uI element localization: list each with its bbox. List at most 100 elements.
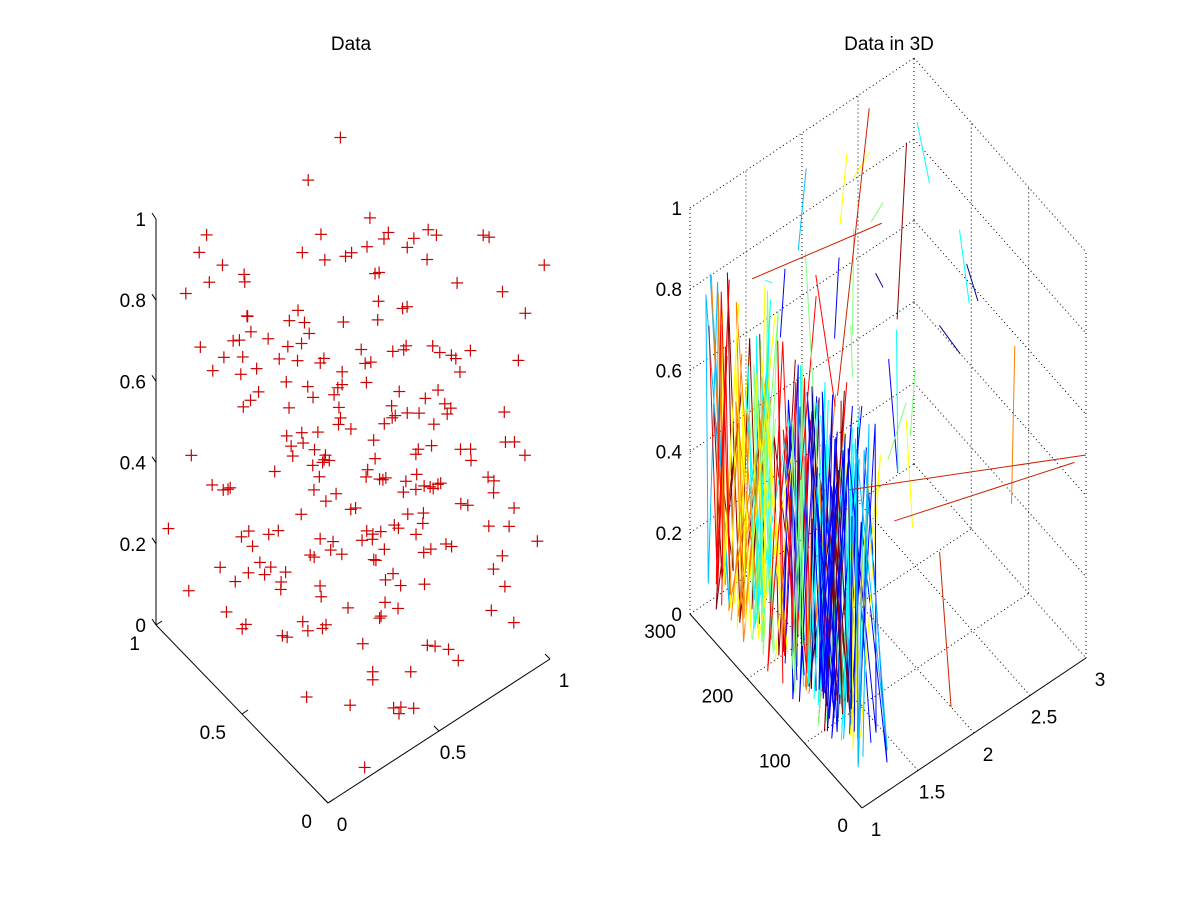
x-tick-label: 2.5 — [1031, 708, 1057, 729]
scatter-point — [410, 468, 423, 481]
scatter-point — [233, 334, 246, 347]
scatter-point — [315, 590, 328, 603]
scatter-point — [485, 604, 498, 617]
x-tick — [433, 725, 440, 732]
scatter-point — [416, 517, 429, 530]
scatter-point — [313, 470, 326, 483]
scatter-point — [429, 640, 442, 653]
scatter-point — [250, 362, 263, 375]
scatter-point — [371, 313, 384, 326]
scatter-point — [237, 400, 250, 413]
z-tick-label: 0.8 — [656, 280, 682, 301]
scatter-point — [246, 540, 259, 553]
scatter-point — [401, 508, 414, 521]
scatter-point — [335, 548, 348, 561]
scatter-point — [392, 602, 405, 615]
scatter-point — [206, 364, 219, 377]
y-tick-label: 0 — [837, 816, 848, 837]
lines3d-axis-lines — [689, 613, 1087, 809]
x-axis-line — [861, 657, 1087, 809]
scatter-point — [334, 131, 347, 144]
scatter-point — [454, 497, 467, 510]
series-line — [834, 257, 840, 339]
scatter-point — [314, 532, 327, 545]
scatter-point — [274, 583, 287, 596]
z-tick-label: 0.6 — [120, 372, 146, 393]
scatter-point — [236, 622, 249, 635]
scatter-point — [224, 481, 237, 494]
x-tick — [544, 653, 551, 660]
scatter-point — [258, 568, 271, 581]
scatter-point — [465, 454, 478, 467]
lines3d-tick-labels: 0 0.2 0.4 0.6 0.8 1 1 1.5 2 2.5 3 0 100 200 300 — [644, 199, 1105, 841]
series-line — [836, 108, 870, 396]
scatter-point — [387, 567, 400, 580]
scatter-point — [303, 327, 316, 340]
scatter-point — [461, 499, 474, 512]
scatter-point — [337, 315, 350, 328]
scatter-point — [508, 435, 521, 448]
y-tick — [241, 709, 249, 715]
scatter-point — [360, 470, 373, 483]
series-line — [740, 314, 776, 636]
scatter-point — [291, 354, 304, 367]
scatter-point — [360, 524, 373, 537]
x-tick-label: 0.5 — [440, 743, 466, 764]
scatter-point — [298, 316, 311, 329]
scatter-point — [235, 530, 248, 543]
scatter-point — [401, 406, 414, 419]
scatter-point — [356, 637, 369, 650]
scatter-point — [377, 232, 390, 245]
scatter-point — [344, 699, 357, 712]
scatter-point — [344, 422, 357, 435]
scatter-point — [449, 352, 462, 365]
series-line — [765, 279, 773, 284]
scatter-point — [496, 285, 509, 298]
grid-line — [913, 301, 1087, 496]
scatter-point — [531, 535, 544, 548]
scatter-point — [344, 503, 357, 516]
scatter-point — [227, 334, 240, 347]
scatter-point — [361, 240, 374, 253]
scatter-point — [307, 391, 320, 404]
scatter-point — [503, 520, 516, 533]
scatter-point — [182, 584, 195, 597]
scatter-point — [422, 223, 435, 236]
scatter-point — [301, 380, 314, 393]
y-tick-label: 0 — [301, 812, 312, 833]
scatter-point — [496, 549, 509, 562]
scatter-point — [314, 228, 327, 241]
scatter-point — [262, 332, 275, 345]
scatter-point — [345, 246, 358, 259]
scatter-point — [482, 520, 495, 533]
scatter-point — [341, 601, 354, 614]
scatter-axis-lines — [151, 212, 551, 804]
scatter-point — [242, 525, 255, 538]
scatter-point — [464, 443, 477, 456]
scatter-point — [412, 443, 425, 456]
z-tick-label: 1 — [671, 199, 682, 220]
scatter-point — [388, 519, 401, 532]
scatter-point — [179, 287, 192, 300]
x-tick-label: 1 — [871, 820, 882, 841]
series-line — [804, 251, 819, 468]
grid-line — [913, 382, 1087, 578]
series-line — [852, 151, 871, 179]
series-line — [896, 142, 908, 320]
grid-line — [689, 57, 915, 209]
scatter-point — [444, 402, 457, 415]
series-line — [855, 424, 888, 768]
z-tick-label: 0.4 — [120, 454, 147, 475]
scatter-point — [311, 426, 324, 439]
scatter-title: Data — [331, 34, 372, 55]
scatter-point — [206, 478, 219, 491]
scatter-point — [264, 561, 277, 574]
scatter-point — [417, 546, 430, 559]
scatter-point — [374, 525, 387, 538]
scatter-point — [323, 454, 336, 467]
scatter-point — [409, 483, 422, 496]
scatter-point — [421, 253, 434, 266]
grid-line — [689, 138, 915, 290]
